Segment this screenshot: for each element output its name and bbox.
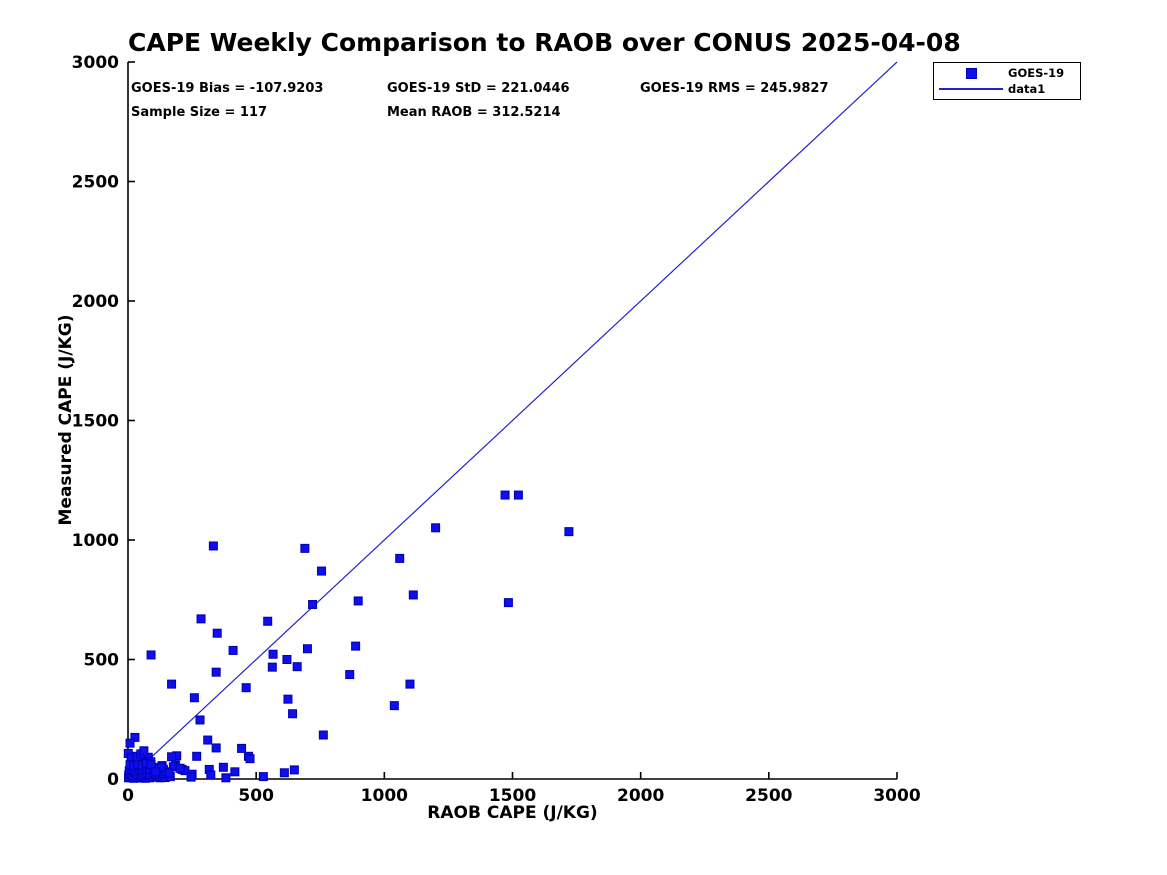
x-tick-label: 2000 [617,786,664,806]
scatter-point [146,760,156,770]
scatter-point [146,650,156,660]
scatter-point [345,670,355,680]
x-tick-label: 1000 [361,786,408,806]
scatter-point [258,772,268,782]
x-tick-label: 2500 [745,786,792,806]
scatter-point [503,598,513,608]
scatter-point [167,679,177,689]
scatter-point [288,709,298,719]
scatter-point [164,768,174,778]
scatter-point [308,600,318,610]
scatter-point [175,763,185,773]
square-marker-icon [965,67,977,79]
scatter-point [431,523,441,533]
x-tick-label: 3000 [873,786,920,806]
scatter-point [130,732,140,742]
scatter-point [500,490,510,500]
scatter-point [245,754,255,764]
scatter-point [228,645,238,655]
scatter-point [267,662,277,672]
scatter-point [208,541,218,551]
scatter-point [192,751,202,761]
stat-mean-raob: Mean RAOB = 312.5214 [387,105,561,120]
scatter-point [241,683,251,693]
scatter-point [151,767,161,777]
stat-rms: GOES-19 RMS = 245.9827 [640,81,829,96]
scatter-point [212,628,222,638]
scatter-point [156,762,166,772]
scatter-point [211,743,221,753]
scatter-point [211,667,221,677]
y-tick-label: 3000 [72,53,119,73]
scatter-point [196,614,206,624]
scatter-point [167,752,177,762]
y-tick-label: 500 [84,651,120,671]
x-tick-label: 500 [238,786,274,806]
scatter-point [300,543,310,553]
scatter-point [408,590,418,600]
stat-std: GOES-19 StD = 221.0446 [387,81,570,96]
legend-item-goes19: GOES-19 [934,66,1080,81]
scatter-point [318,730,328,740]
scatter-point [317,566,327,576]
chart-title: CAPE Weekly Comparison to RAOB over CONU… [128,28,961,57]
scatter-point [221,773,231,783]
scatter-point [282,655,292,664]
legend-label-goes19: GOES-19 [1008,66,1065,81]
scatter-point [186,772,196,782]
scatter-point [513,490,523,500]
scatter-point [237,743,247,753]
scatter-point [389,701,399,711]
stat-bias: GOES-19 Bias = -107.9203 [131,81,324,96]
scatter-point [283,694,293,704]
y-axis-label: Measured CAPE (J/KG) [56,314,76,526]
legend-label-data1: data1 [1008,81,1046,96]
scatter-point [263,616,273,626]
scatter-point [351,641,361,651]
scatter-point [302,644,312,654]
stat-sample-size: Sample Size = 117 [131,105,268,120]
x-tick-label: 1500 [489,786,536,806]
x-tick-label: 0 [122,786,134,806]
scatter-point [203,735,213,745]
scatter-point [292,662,302,672]
scatter-point [195,715,205,725]
legend: GOES-19 data1 [933,62,1081,100]
scatter-point [279,768,289,778]
y-tick-label: 0 [107,770,119,790]
legend-swatch-area [934,87,1008,90]
scatter-point [206,770,216,780]
scatter-point [395,553,405,563]
scatter-point [125,738,135,748]
y-tick-label: 1000 [72,531,119,551]
scatter-point [564,527,574,537]
scatter-point [230,767,240,777]
line-swatch-icon [939,87,1003,90]
y-tick-label: 2500 [72,173,119,193]
legend-item-data1: data1 [934,81,1080,96]
y-tick-label: 1500 [72,412,119,432]
legend-swatch-area [934,67,1008,79]
x-axis-label: RAOB CAPE (J/KG) [427,803,598,823]
scatter-point [405,679,415,689]
y-tick-label: 2000 [72,292,119,312]
scatter-point [289,765,299,775]
scatter-point [353,596,363,606]
scatter-point [189,693,199,703]
scatter-point [268,649,278,659]
identity-line [127,61,898,780]
scatter-point [139,746,149,756]
scatter-point [218,762,228,772]
